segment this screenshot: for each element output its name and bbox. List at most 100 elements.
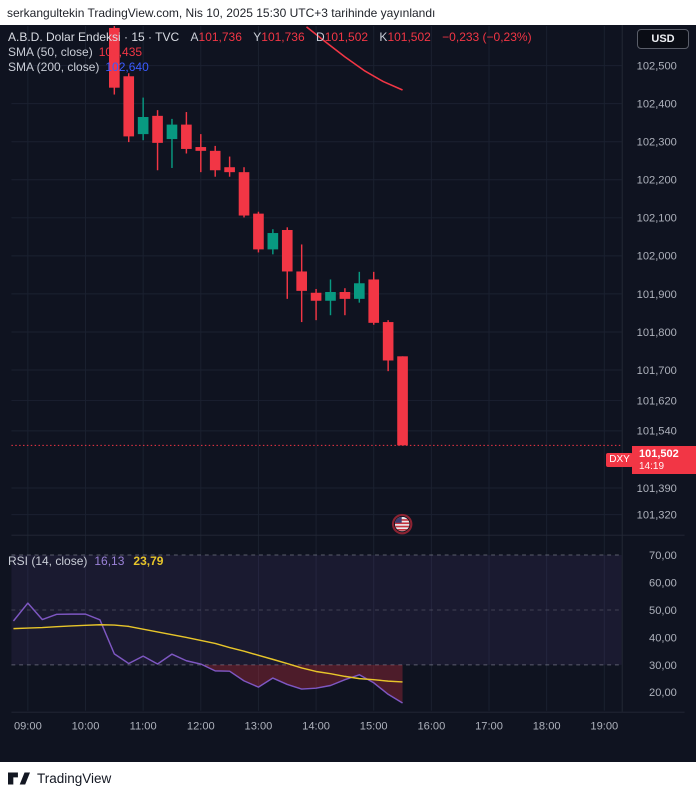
candle-body <box>209 150 221 171</box>
publish-header: serkangultekin TradingView.com, Nis 10, … <box>0 0 696 25</box>
rsi-axis-tick: 50,00 <box>649 605 677 617</box>
rsi-axis-tick: 40,00 <box>649 632 677 644</box>
publish-header-text: serkangultekin TradingView.com, Nis 10, … <box>7 5 436 20</box>
price-axis-tick: 101,540 <box>637 426 677 438</box>
sma50-value: 102,435 <box>98 45 143 59</box>
pane-frame <box>11 25 685 713</box>
price-axis-tick: 101,900 <box>637 289 677 301</box>
candle <box>224 156 235 177</box>
rsi-band <box>11 555 622 665</box>
legend-row-symbol: A.B.D. Dolar Endeksi · 15 · TVC A101,736… <box>8 30 532 45</box>
candle <box>382 320 394 372</box>
candle <box>267 229 279 255</box>
price-axis-tick: 101,320 <box>637 509 677 521</box>
symbol-price-line-tag: DXY <box>606 453 633 467</box>
time-axis-tick: 17:00 <box>475 721 503 733</box>
candle-body <box>238 172 250 216</box>
price-axis-tick: 102,100 <box>637 213 677 225</box>
legend-row-sma200[interactable]: SMA (200, close) 102,640 <box>8 60 532 75</box>
candle-body <box>109 27 120 88</box>
candle-body <box>368 279 380 323</box>
rsi-axis-tick: 60,00 <box>649 577 677 589</box>
candle <box>166 118 178 168</box>
rsi-legend[interactable]: RSI (14, close) 16,13 23,79 <box>8 554 163 568</box>
time-axis-tick: 10:00 <box>72 721 100 733</box>
sma200-value: 102,640 <box>105 60 149 74</box>
candle <box>195 134 207 173</box>
ohlc-low-key: D <box>316 30 325 44</box>
time-axis-tick: 12:00 <box>187 721 215 733</box>
rsi-axis-tick: 30,00 <box>649 660 677 672</box>
candle-body <box>152 115 163 143</box>
time-axis-tick: 09:00 <box>14 721 42 733</box>
candle <box>353 271 365 303</box>
candle-body <box>181 124 192 149</box>
rsi-oversold-fill <box>13 664 403 704</box>
ohlc-close-key: K <box>379 30 388 44</box>
time-axis-tick: 15:00 <box>360 721 388 733</box>
ohlc-open-key: A <box>190 30 199 44</box>
price-axis-tick: 101,390 <box>637 483 677 495</box>
candle <box>310 288 322 321</box>
sma50-line <box>306 26 403 91</box>
footer: TradingView <box>0 762 696 794</box>
candle-body <box>267 233 279 250</box>
candle <box>368 271 380 325</box>
price-axis-tick: 102,300 <box>637 137 677 149</box>
time-axis-tick: 16:00 <box>417 721 445 733</box>
rsi-value: 16,13 <box>94 554 125 568</box>
price-axis-tick: 101,800 <box>637 327 677 339</box>
time-axis-tick: 19:00 <box>590 721 618 733</box>
chart-svg: 102,500 102,400 102,300 102,200 102,100 102,0… <box>11 25 685 738</box>
ohlc-open-value: 101,736 <box>198 30 242 44</box>
rsi-pane-plot <box>11 554 622 704</box>
symbol-title[interactable]: A.B.D. Dolar Endeksi · 15 · TVC <box>8 30 180 44</box>
candle <box>109 26 120 95</box>
time-axis-scale[interactable] <box>11 713 684 738</box>
sma50-label: SMA (50, close) <box>8 45 93 59</box>
candle-body <box>382 322 394 361</box>
main-legend[interactable]: A.B.D. Dolar Endeksi · 15 · TVC A101,736… <box>8 30 532 75</box>
chart-container: 102,500 102,400 102,300 102,200 102,100 102,0… <box>0 25 696 762</box>
candle <box>281 227 293 299</box>
price-axis-tick: 102,200 <box>637 175 677 187</box>
time-axis-tick: 14:00 <box>302 721 330 733</box>
currency-button[interactable]: USD <box>637 29 689 49</box>
price-axis-scale[interactable] <box>623 25 685 712</box>
time-axis-tick: 18:00 <box>533 721 561 733</box>
main-chart-pane[interactable] <box>11 25 621 535</box>
candle <box>123 73 135 143</box>
candles-plot <box>109 26 408 446</box>
last-price-label: 101,502 14:19 <box>632 446 696 474</box>
symbol-watermark-flag-icon <box>391 513 413 535</box>
candle <box>238 167 250 218</box>
axis-labels: 102,500 102,400 102,300 102,200 102,100 102,0… <box>14 60 677 732</box>
candle-body <box>353 283 365 299</box>
rsi-axis-tick: 70,00 <box>649 550 677 562</box>
change-value: −0,233 (−0,23%) <box>442 30 532 44</box>
ohlc-low-value: 101,502 <box>324 30 369 44</box>
candle <box>209 145 221 177</box>
ohlc-close-value: 101,502 <box>387 30 431 44</box>
candle-body <box>137 116 149 135</box>
tradingview-logo-icon[interactable] <box>8 771 30 785</box>
candle <box>296 244 307 323</box>
candle-body <box>195 147 207 151</box>
legend-row-sma50[interactable]: SMA (50, close) 102,435 <box>8 45 532 60</box>
ohlc-high-key: Y <box>253 30 262 44</box>
candle-body <box>397 356 408 446</box>
rsi-ma-value: 23,79 <box>133 554 164 568</box>
candle <box>181 112 192 154</box>
candle-body <box>296 271 307 291</box>
tradingview-brand[interactable]: TradingView <box>37 770 112 786</box>
candle-body <box>339 292 351 299</box>
candle <box>397 356 408 446</box>
last-price-value: 101,502 <box>639 448 679 460</box>
time-axis-tick: 11:00 <box>130 721 157 733</box>
price-axis-tick: 102,000 <box>637 251 677 263</box>
rsi-label: RSI (14, close) <box>8 554 88 568</box>
sma200-label: SMA (200, close) <box>8 60 100 74</box>
bar-countdown: 14:19 <box>639 461 665 472</box>
rsi-ma-line <box>13 624 403 683</box>
